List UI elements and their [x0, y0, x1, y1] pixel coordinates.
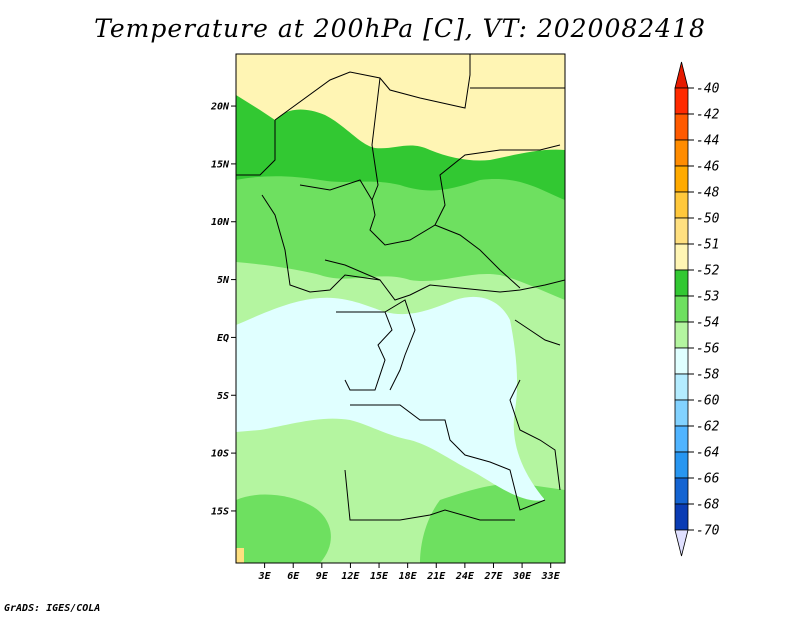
- lon-tick-label: 3E: [258, 571, 272, 582]
- lon-tick-label: 21E: [426, 571, 446, 582]
- lat-tick-label: 10N: [211, 217, 230, 228]
- colorbar-top-arrow: [674, 61, 689, 89]
- lat-tick-label: EQ: [217, 333, 229, 344]
- colorbar-segment: [674, 165, 689, 193]
- colorbar-label: -40: [696, 82, 720, 97]
- colorbar-segment: [674, 269, 689, 297]
- longitude-axis: 3E 6E 9E 12E 15E 18E 21E 24E 27E 30E 33E: [258, 563, 561, 582]
- shade-minus54-equatorial: [236, 296, 545, 501]
- colorbar: -40 -42 -44 -46 -48 -50 -51 -52 -53 -54 -56 -58 -60 -…: [674, 61, 720, 557]
- lat-tick-label: 20N: [210, 102, 230, 113]
- colorbar-label: -52: [696, 264, 720, 279]
- colorbar-segment: [674, 425, 689, 453]
- colorbar-label: -51: [696, 238, 719, 253]
- lon-tick-label: 9E: [316, 571, 329, 582]
- colorbar-segment: [674, 477, 689, 505]
- lat-tick-label: 15N: [211, 159, 230, 170]
- colorbar-label: -53: [696, 290, 719, 305]
- lat-tick-label: 15S: [211, 506, 229, 517]
- colorbar-label: -56: [696, 342, 720, 357]
- lat-tick-label: 10S: [211, 449, 229, 460]
- colorbar-label: -42: [696, 108, 720, 123]
- shade-minus52-south: [420, 483, 565, 563]
- shade-minus50-top: [236, 54, 565, 161]
- colorbar-label: -48: [696, 186, 720, 201]
- colorbar-label: -58: [696, 368, 720, 383]
- lon-tick-label: 15E: [370, 571, 389, 582]
- colorbar-segment: [674, 217, 689, 245]
- colorbar-label: -44: [696, 134, 719, 149]
- colorbar-label: -46: [696, 160, 720, 175]
- grads-credit: GrADS: IGES/COLA: [4, 603, 101, 614]
- lat-tick-label: 5N: [217, 275, 230, 286]
- colorbar-segment: [674, 373, 689, 401]
- colorbar-label: -62: [696, 420, 720, 435]
- lon-tick-label: 27E: [483, 571, 503, 582]
- colorbar-segment: [674, 87, 689, 115]
- colorbar-segment: [674, 113, 689, 141]
- colorbar-label: -64: [696, 446, 719, 461]
- colorbar-label: -70: [696, 524, 720, 539]
- colorbar-label: -68: [696, 498, 720, 513]
- colorbar-label: -54: [696, 316, 719, 331]
- colorbar-label: -50: [696, 212, 720, 227]
- lon-tick-label: 24E: [455, 571, 475, 582]
- lon-tick-label: 30E: [512, 571, 532, 582]
- map-frame: [235, 53, 566, 564]
- shade-minus50-corner: [236, 548, 244, 563]
- colorbar-segment: [674, 347, 689, 375]
- colorbar-label: -60: [696, 394, 720, 409]
- colorbar-segment: [674, 191, 689, 219]
- colorbar-segment: [674, 451, 689, 479]
- shade-minus52-north: [236, 160, 565, 300]
- lon-tick-label: 33E: [541, 571, 561, 582]
- latitude-axis: 20N 15N 10N 5N EQ 5S 10S 15S: [210, 102, 236, 517]
- map-title: Temperature at 200hPa [C], VT: 202008241…: [94, 14, 706, 43]
- lon-tick-label: 18E: [399, 571, 418, 582]
- colorbar-segment: [674, 139, 689, 167]
- colorbar-label: -66: [696, 472, 720, 487]
- colorbar-bottom-arrow: [674, 529, 689, 557]
- country-borders: [236, 54, 565, 521]
- temperature-field: [236, 54, 565, 563]
- colorbar-segment: [674, 503, 689, 531]
- colorbar-segment: [674, 295, 689, 323]
- shade-minus52-southwest: [236, 494, 331, 563]
- lon-tick-label: 12E: [341, 571, 360, 582]
- lat-tick-label: 5S: [217, 391, 229, 402]
- lon-tick-label: 6E: [287, 571, 300, 582]
- colorbar-segment: [674, 243, 689, 271]
- colorbar-segment: [674, 399, 689, 427]
- colorbar-segment: [674, 321, 689, 349]
